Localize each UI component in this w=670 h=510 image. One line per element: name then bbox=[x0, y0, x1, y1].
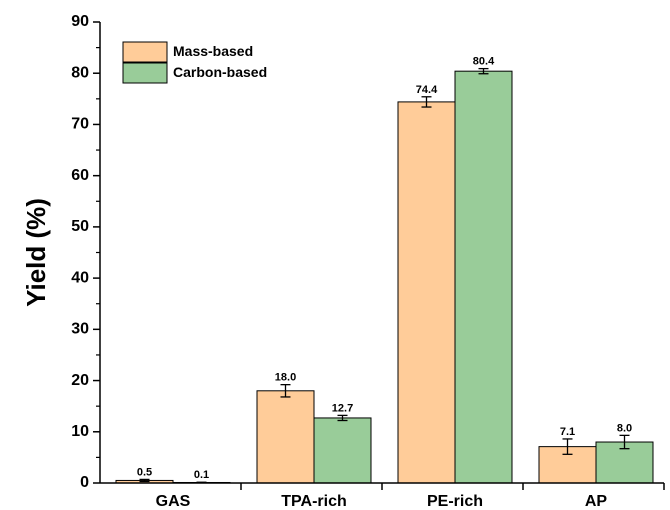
y-tick-label: 20 bbox=[71, 372, 89, 389]
data-label: 12.7 bbox=[332, 402, 353, 414]
error-bars-group bbox=[139, 67, 630, 484]
y-tick-label: 10 bbox=[71, 423, 89, 440]
y-tick-label: 80 bbox=[71, 64, 89, 81]
y-tick-label: 40 bbox=[71, 269, 89, 286]
data-labels-group: 0.5 18.0 74.4 7.1 0.1 12.7 80.4 8.0 bbox=[137, 56, 632, 482]
data-label: 74.4 bbox=[416, 84, 438, 96]
legend-label: Mass-based bbox=[173, 43, 253, 59]
data-label: 0.5 bbox=[137, 466, 152, 478]
bars-group bbox=[115, 70, 654, 484]
axes-group: 0 10 20 30 40 50 60 70 80 90 GAS TPA-rich PE-rich AP bbox=[71, 13, 665, 510]
data-label: 7.1 bbox=[560, 426, 575, 438]
data-label: 80.4 bbox=[473, 56, 495, 68]
y-tick-label: 0 bbox=[80, 474, 89, 491]
bar-tpa-rich-carbon-based bbox=[313, 417, 372, 484]
bar-pe-rich-mass-based bbox=[397, 101, 456, 484]
data-label: 18.0 bbox=[275, 372, 296, 384]
bar-pe-rich-carbon-based bbox=[454, 70, 513, 484]
legend-label: Carbon-based bbox=[173, 64, 267, 80]
y-tick-label: 50 bbox=[71, 218, 89, 235]
x-tick-label: AP bbox=[585, 493, 608, 510]
y-tick-label: 30 bbox=[71, 321, 89, 338]
y-tick-label: 70 bbox=[71, 116, 89, 133]
bar-tpa-rich-mass-based bbox=[256, 390, 315, 484]
x-tick-label: TPA-rich bbox=[281, 493, 346, 510]
x-tick-label: PE-rich bbox=[427, 493, 483, 510]
y-tick-label: 90 bbox=[71, 13, 89, 30]
data-label: 0.1 bbox=[194, 469, 209, 481]
y-axis-title: Yield (%) bbox=[21, 198, 51, 307]
legend-swatch-carbon-based bbox=[122, 62, 168, 84]
x-tick-label: GAS bbox=[156, 493, 191, 510]
y-tick-label: 60 bbox=[71, 167, 89, 184]
data-label: 8.0 bbox=[617, 422, 632, 434]
legend: Mass-based Carbon-based bbox=[122, 41, 267, 84]
legend-swatch-mass-based bbox=[122, 41, 168, 63]
